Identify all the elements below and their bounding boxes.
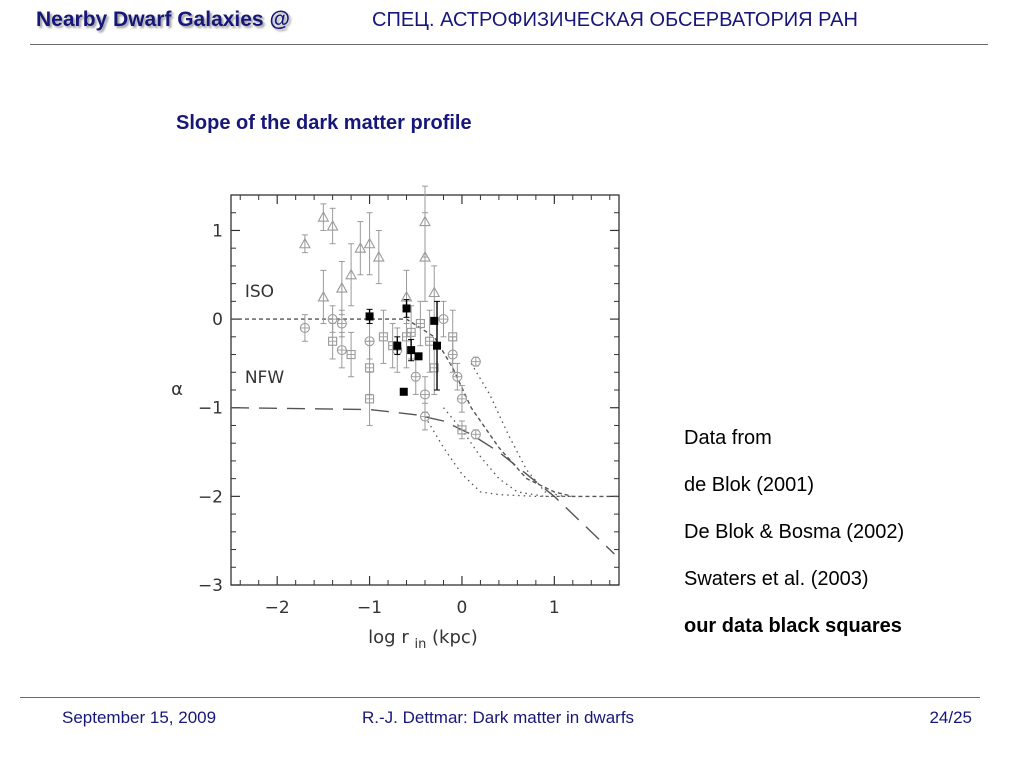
our-data-square bbox=[365, 312, 374, 321]
data-sources-notes: Data from de Blok (2001) De Blok & Bosma… bbox=[684, 424, 984, 659]
model-annotation: NFW bbox=[245, 368, 284, 388]
x-tick-label: −2 bbox=[265, 598, 290, 618]
triangle-point bbox=[345, 268, 358, 280]
x-axis-label: log r in (kpc) bbox=[368, 627, 478, 652]
triangle-point bbox=[317, 211, 330, 222]
footer-presentation-title: R.-J. Dettmar: Dark matter in dwarfs bbox=[362, 708, 635, 727]
our-data-square bbox=[393, 341, 402, 350]
triangle-point bbox=[363, 237, 376, 249]
footer-date: September 15, 2009 bbox=[62, 708, 217, 727]
note-line-5: our data black squares bbox=[684, 615, 902, 637]
triangle-point bbox=[354, 242, 367, 253]
model-curve-dotted bbox=[470, 363, 564, 498]
chart-svg: −2 −1 0 1 −3 −2 −1 0 1 log r in (kpc) α ISO NFW bbox=[171, 185, 620, 652]
our-data-square bbox=[430, 316, 439, 325]
y-tick-label: 1 bbox=[212, 221, 223, 241]
model-annotation: ISO bbox=[245, 282, 274, 302]
y-tick-label: −2 bbox=[198, 487, 223, 507]
triangle-point bbox=[298, 237, 311, 249]
y-tick-label: −1 bbox=[198, 399, 223, 419]
y-tick-label: −3 bbox=[198, 576, 223, 596]
our-data-square bbox=[414, 352, 423, 361]
triangle-point bbox=[428, 286, 441, 298]
triangle-point bbox=[317, 290, 330, 302]
header-right-title: СПЕЦ. АСТРОФИЗИЧЕСКАЯ ОБСЕРВАТОРИЯ РАН bbox=[372, 9, 858, 31]
x-tick-label: 0 bbox=[457, 598, 468, 618]
slide-header: Nearby Dwarf Galaxies @ СПЕЦ. АСТРОФИЗИЧ… bbox=[0, 0, 1024, 46]
y-tick-label: 0 bbox=[212, 310, 223, 330]
triangle-point bbox=[326, 219, 339, 231]
note-line-1: Data from bbox=[684, 427, 772, 449]
triangle-point bbox=[419, 250, 431, 262]
triangle-point bbox=[335, 281, 348, 293]
note-line-3: De Blok & Bosma (2002) bbox=[684, 521, 905, 543]
footer-divider bbox=[20, 697, 980, 698]
our-data-square bbox=[433, 341, 442, 350]
header-divider bbox=[30, 44, 988, 45]
model-curve-long-dashed bbox=[231, 407, 615, 555]
note-line-2: de Blok (2001) bbox=[684, 474, 815, 496]
x-tick-label: −1 bbox=[357, 598, 382, 618]
slide-title: Slope of the dark matter profile bbox=[176, 112, 472, 134]
triangle-point bbox=[372, 250, 385, 262]
our-data-square bbox=[407, 346, 416, 355]
header-left-title: Nearby Dwarf Galaxies @ bbox=[36, 8, 290, 31]
note-line-4: Swaters et al. (2003) bbox=[684, 568, 869, 590]
model-curve-dotted bbox=[424, 416, 573, 498]
our-data-square bbox=[402, 304, 411, 313]
footer-page-number: 24/25 bbox=[929, 708, 972, 727]
our-data-square bbox=[399, 387, 408, 396]
y-axis-label: α bbox=[171, 379, 183, 400]
x-tick-label: 1 bbox=[549, 598, 560, 618]
dark-matter-slope-chart: −2 −1 0 1 −3 −2 −1 0 1 log r in (kpc) α ISO NFW bbox=[150, 185, 630, 660]
